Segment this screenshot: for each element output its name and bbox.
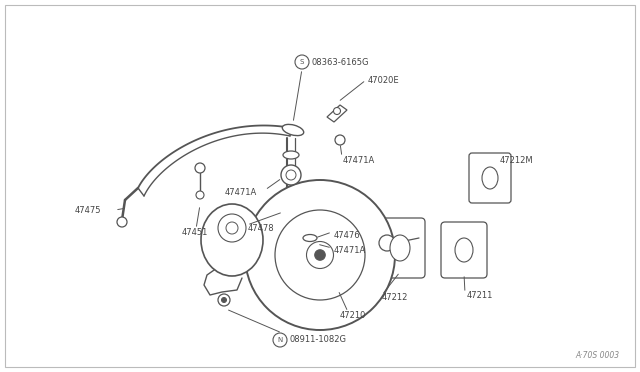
Ellipse shape [482, 167, 498, 189]
FancyBboxPatch shape [469, 153, 511, 203]
Ellipse shape [283, 151, 299, 159]
Text: 47020E: 47020E [368, 76, 399, 84]
Circle shape [218, 214, 246, 242]
Circle shape [307, 241, 333, 269]
Text: 47471A: 47471A [225, 187, 257, 196]
Text: 47475: 47475 [75, 205, 102, 215]
Circle shape [295, 55, 309, 69]
Text: 47210: 47210 [340, 311, 366, 320]
Ellipse shape [390, 235, 410, 261]
Ellipse shape [303, 234, 317, 241]
Circle shape [379, 235, 395, 251]
Text: 47212: 47212 [382, 294, 408, 302]
Text: 08363-6165G: 08363-6165G [311, 58, 369, 67]
Circle shape [195, 163, 205, 173]
Circle shape [221, 298, 227, 302]
Text: 47471A: 47471A [343, 155, 375, 164]
Text: 47212M: 47212M [500, 155, 534, 164]
Text: A·70S 0003: A·70S 0003 [576, 351, 620, 360]
Circle shape [281, 165, 301, 185]
Text: N: N [277, 337, 283, 343]
Circle shape [218, 294, 230, 306]
Circle shape [275, 210, 365, 300]
Circle shape [226, 222, 238, 234]
FancyBboxPatch shape [375, 218, 425, 278]
Text: 47478: 47478 [248, 224, 275, 232]
Circle shape [286, 170, 296, 180]
Circle shape [245, 180, 395, 330]
Text: 08911-1082G: 08911-1082G [289, 336, 346, 344]
Ellipse shape [201, 204, 263, 276]
FancyBboxPatch shape [441, 222, 487, 278]
Circle shape [333, 108, 340, 115]
Ellipse shape [455, 238, 473, 262]
Text: 47476: 47476 [334, 231, 360, 240]
Circle shape [335, 135, 345, 145]
Text: 47451: 47451 [182, 228, 209, 237]
Circle shape [273, 333, 287, 347]
Text: S: S [300, 59, 304, 65]
Text: 47211: 47211 [467, 292, 493, 301]
Ellipse shape [282, 124, 304, 136]
Polygon shape [327, 105, 347, 122]
Text: 47471A: 47471A [334, 246, 366, 254]
Circle shape [315, 250, 325, 260]
Circle shape [196, 191, 204, 199]
Circle shape [117, 217, 127, 227]
